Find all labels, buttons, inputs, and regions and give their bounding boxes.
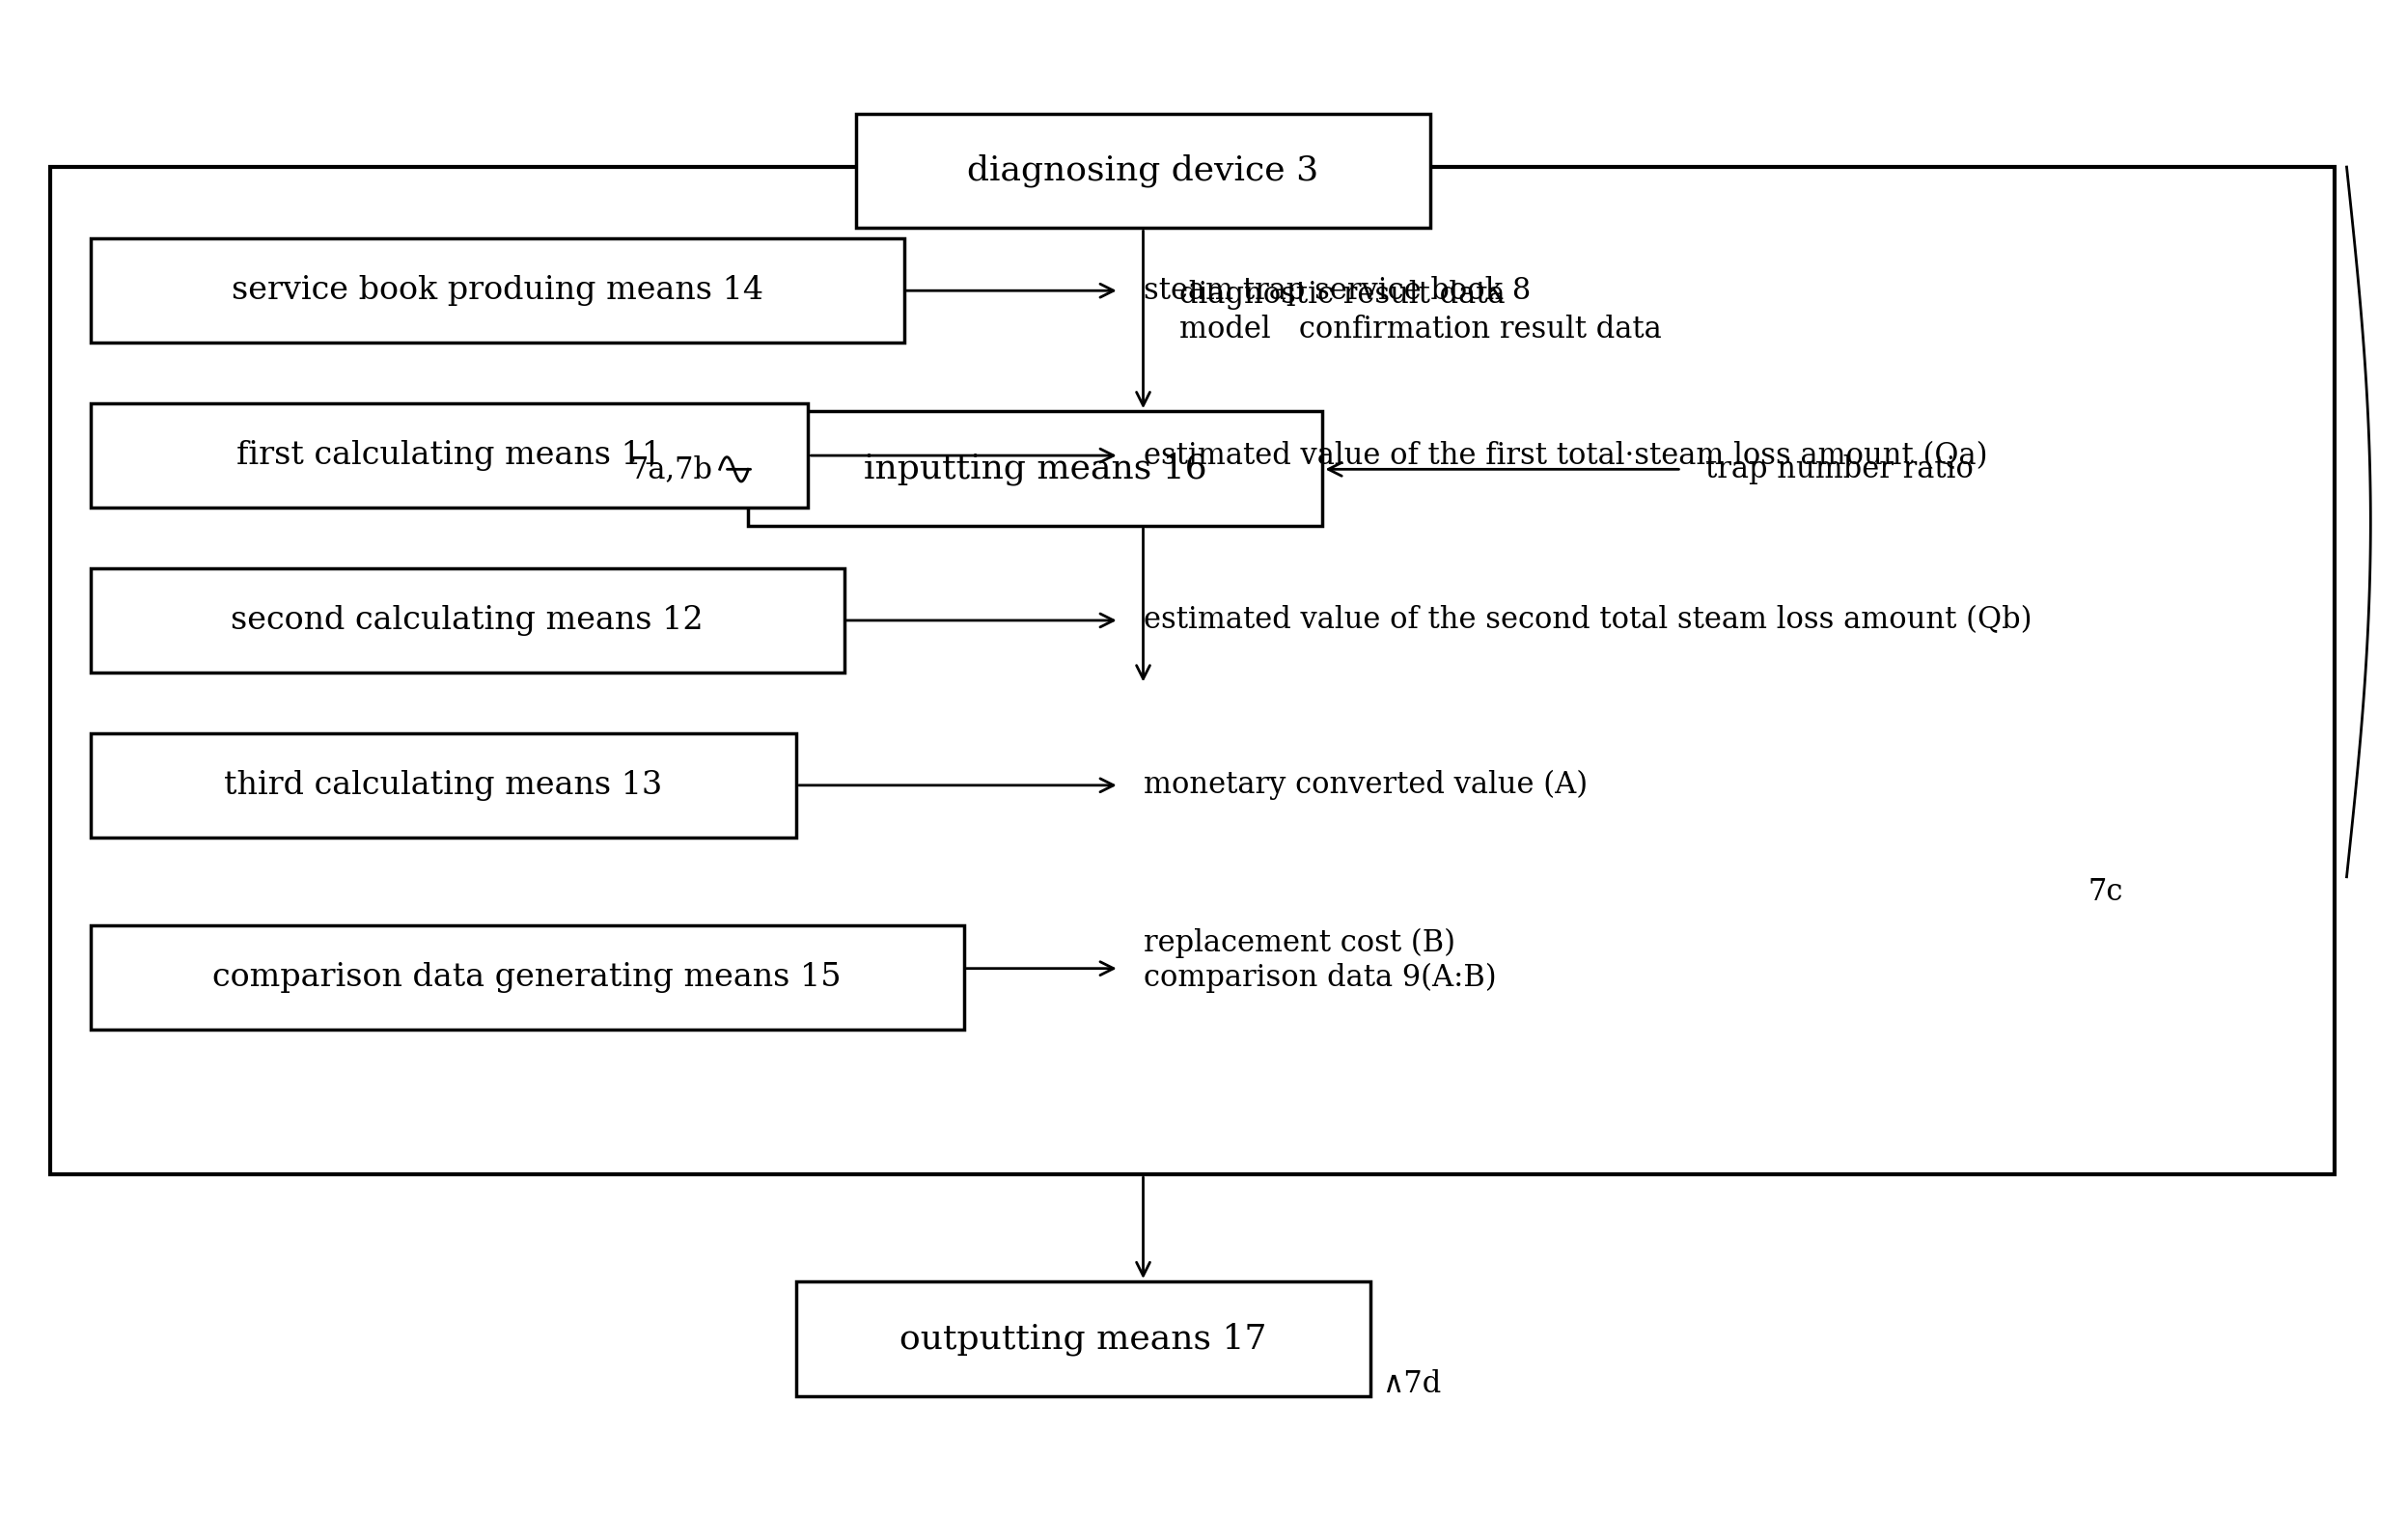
Text: 7a,7b: 7a,7b — [630, 454, 712, 484]
Text: first calculating means 11: first calculating means 11 — [236, 440, 662, 471]
Text: monetary converted value (A): monetary converted value (A) — [1143, 770, 1588, 801]
Text: replacement cost (B)
comparison data 9(A:B): replacement cost (B) comparison data 9(A… — [1143, 929, 1497, 993]
Text: diagnostic result data
model   confirmation result data: diagnostic result data model confirmatio… — [1179, 280, 1663, 345]
FancyBboxPatch shape — [91, 568, 845, 673]
Text: 7c: 7c — [2088, 878, 2124, 907]
Text: diagnosing device 3: diagnosing device 3 — [967, 154, 1318, 188]
FancyBboxPatch shape — [91, 239, 905, 342]
FancyBboxPatch shape — [796, 1281, 1371, 1395]
Text: outputting means 17: outputting means 17 — [900, 1321, 1268, 1355]
Text: comparison data generating means 15: comparison data generating means 15 — [212, 962, 842, 993]
Text: inputting means 16: inputting means 16 — [864, 451, 1208, 485]
Text: service book produing means 14: service book produing means 14 — [231, 276, 763, 306]
Text: trap number ratio: trap number ratio — [1706, 454, 1973, 484]
Text: third calculating means 13: third calculating means 13 — [224, 770, 662, 801]
Text: second calculating means 12: second calculating means 12 — [231, 605, 703, 636]
Text: estimated value of the first total·steam loss amount (Qa): estimated value of the first total·steam… — [1143, 440, 1987, 471]
FancyBboxPatch shape — [91, 733, 796, 838]
FancyBboxPatch shape — [91, 926, 965, 1030]
FancyBboxPatch shape — [91, 403, 808, 507]
FancyBboxPatch shape — [748, 411, 1323, 525]
FancyBboxPatch shape — [857, 114, 1429, 228]
Text: ∧7d: ∧7d — [1383, 1369, 1441, 1398]
Text: steam trap service book 8: steam trap service book 8 — [1143, 276, 1530, 305]
FancyBboxPatch shape — [51, 166, 2334, 1175]
Text: estimated value of the second total steam loss amount (Qb): estimated value of the second total stea… — [1143, 605, 2031, 636]
